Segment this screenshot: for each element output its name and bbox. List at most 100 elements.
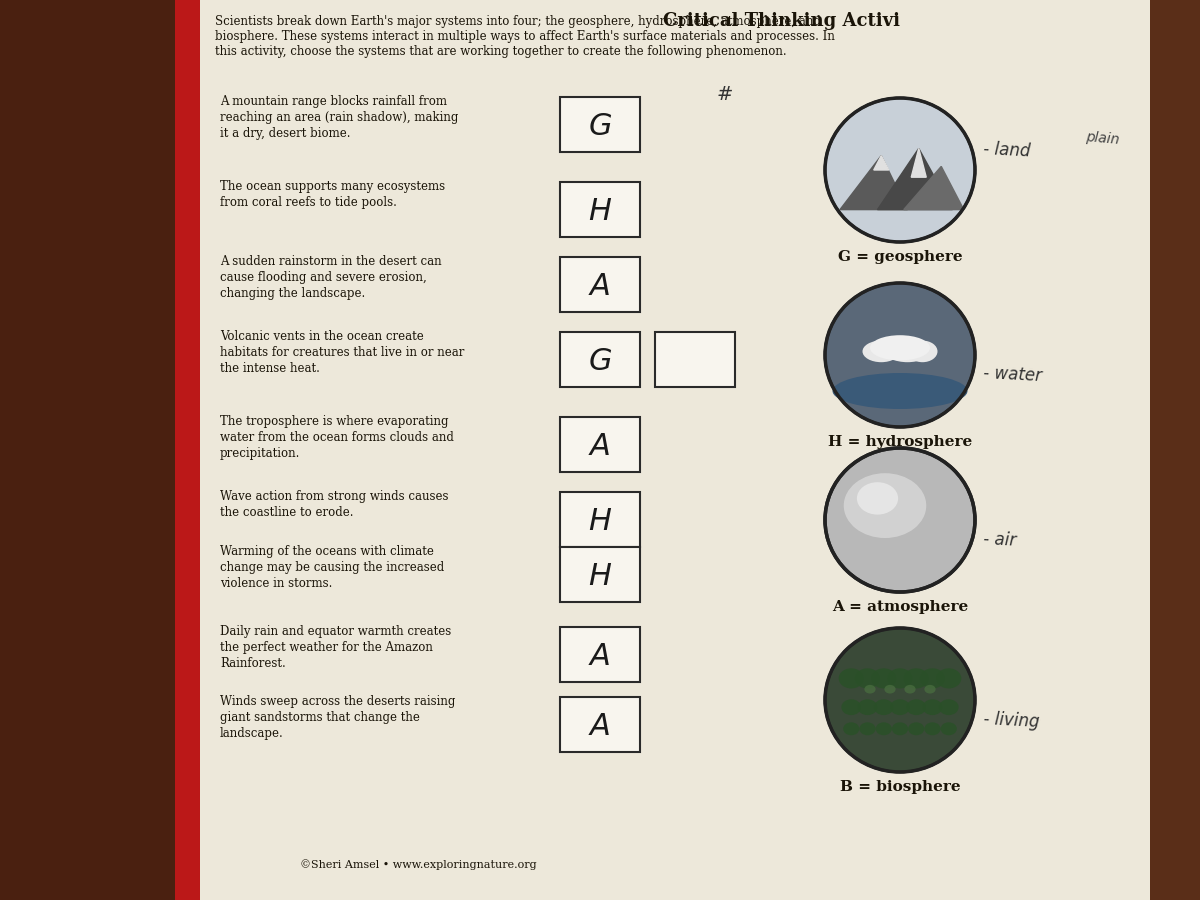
- Ellipse shape: [938, 699, 959, 716]
- Text: A: A: [589, 432, 611, 461]
- Ellipse shape: [906, 699, 926, 716]
- Text: H: H: [588, 507, 612, 536]
- Text: The troposphere is where evaporating: The troposphere is where evaporating: [220, 415, 449, 428]
- Ellipse shape: [859, 723, 876, 735]
- Text: Warming of the oceans with climate: Warming of the oceans with climate: [220, 545, 434, 558]
- Ellipse shape: [839, 669, 864, 689]
- Text: water from the ocean forms clouds and: water from the ocean forms clouds and: [220, 431, 454, 444]
- Bar: [560, 97, 640, 152]
- Ellipse shape: [924, 685, 936, 694]
- Bar: [560, 627, 640, 682]
- Text: #: #: [716, 85, 733, 104]
- Text: A: A: [589, 712, 611, 741]
- Polygon shape: [877, 148, 953, 210]
- Text: precipitation.: precipitation.: [220, 447, 300, 460]
- Ellipse shape: [907, 340, 937, 362]
- Ellipse shape: [841, 699, 862, 716]
- Text: reaching an area (rain shadow), making: reaching an area (rain shadow), making: [220, 111, 458, 124]
- Text: this activity, choose the systems that are working together to create the follow: this activity, choose the systems that a…: [215, 45, 787, 58]
- Ellipse shape: [884, 685, 895, 694]
- Ellipse shape: [826, 628, 974, 772]
- Ellipse shape: [920, 669, 946, 689]
- Ellipse shape: [874, 699, 894, 716]
- Text: H: H: [588, 562, 612, 591]
- Text: Rainforest.: Rainforest.: [220, 657, 286, 670]
- Text: giant sandstorms that change the: giant sandstorms that change the: [220, 711, 420, 724]
- Text: Wave action from strong winds causes: Wave action from strong winds causes: [220, 490, 449, 503]
- Text: H = hydrosphere: H = hydrosphere: [828, 435, 972, 449]
- Ellipse shape: [854, 669, 880, 689]
- Ellipse shape: [924, 723, 941, 735]
- Ellipse shape: [892, 723, 908, 735]
- Ellipse shape: [870, 335, 930, 360]
- Ellipse shape: [876, 723, 892, 735]
- Text: cause flooding and severe erosion,: cause flooding and severe erosion,: [220, 271, 427, 284]
- Ellipse shape: [857, 482, 898, 515]
- Ellipse shape: [888, 669, 913, 689]
- Bar: [560, 182, 640, 237]
- Text: - living: - living: [983, 709, 1040, 731]
- Text: Volcanic vents in the ocean create: Volcanic vents in the ocean create: [220, 330, 424, 343]
- Text: - land: - land: [983, 140, 1031, 160]
- Ellipse shape: [908, 723, 924, 735]
- Text: changing the landscape.: changing the landscape.: [220, 287, 365, 300]
- Bar: [560, 697, 640, 752]
- Bar: [560, 332, 640, 387]
- Polygon shape: [840, 156, 907, 210]
- Ellipse shape: [890, 699, 910, 716]
- Text: G: G: [588, 347, 612, 376]
- Polygon shape: [904, 166, 964, 210]
- Text: The ocean supports many ecosystems: The ocean supports many ecosystems: [220, 180, 445, 193]
- Ellipse shape: [886, 340, 930, 362]
- Text: A sudden rainstorm in the desert can: A sudden rainstorm in the desert can: [220, 255, 442, 268]
- Ellipse shape: [864, 685, 876, 694]
- Ellipse shape: [941, 723, 956, 735]
- Text: A: A: [589, 642, 611, 671]
- Text: biosphere. These systems interact in multiple ways to affect Earth's surface mat: biosphere. These systems interact in mul…: [215, 30, 835, 43]
- Ellipse shape: [905, 685, 916, 694]
- Text: the perfect weather for the Amazon: the perfect weather for the Amazon: [220, 641, 433, 654]
- Polygon shape: [874, 156, 889, 170]
- Text: ©Sheri Amsel • www.exploringnature.org: ©Sheri Amsel • www.exploringnature.org: [300, 860, 536, 870]
- Text: landscape.: landscape.: [220, 727, 283, 740]
- Bar: [200, 0, 1150, 900]
- Text: A = atmosphere: A = atmosphere: [832, 600, 968, 614]
- Ellipse shape: [844, 723, 859, 735]
- Text: it a dry, desert biome.: it a dry, desert biome.: [220, 127, 350, 140]
- Ellipse shape: [858, 699, 877, 716]
- Text: - water: - water: [983, 364, 1043, 385]
- Bar: [655, 332, 734, 387]
- Bar: [200, 0, 1150, 900]
- Text: the intense heat.: the intense heat.: [220, 362, 320, 375]
- Text: G = geosphere: G = geosphere: [838, 250, 962, 264]
- Bar: [175, 0, 203, 900]
- Text: habitats for creatures that live in or near: habitats for creatures that live in or n…: [220, 346, 464, 359]
- Text: G: G: [588, 112, 612, 141]
- Ellipse shape: [863, 340, 900, 362]
- Text: plain: plain: [1085, 130, 1120, 147]
- Ellipse shape: [871, 669, 896, 689]
- Ellipse shape: [904, 669, 929, 689]
- Ellipse shape: [923, 699, 942, 716]
- Bar: [0, 0, 180, 900]
- Bar: [560, 492, 640, 547]
- Polygon shape: [911, 148, 926, 177]
- Ellipse shape: [826, 448, 974, 592]
- Text: H: H: [588, 197, 612, 226]
- Text: A: A: [589, 272, 611, 301]
- Text: A mountain range blocks rainfall from: A mountain range blocks rainfall from: [220, 95, 446, 108]
- Ellipse shape: [826, 98, 974, 242]
- Text: Daily rain and equator warmth creates: Daily rain and equator warmth creates: [220, 625, 451, 638]
- Text: Critical Thinking Activi: Critical Thinking Activi: [662, 12, 900, 30]
- Text: violence in storms.: violence in storms.: [220, 577, 332, 590]
- Bar: [560, 257, 640, 312]
- Bar: [560, 417, 640, 472]
- Ellipse shape: [833, 373, 967, 409]
- Text: from coral reefs to tide pools.: from coral reefs to tide pools.: [220, 196, 397, 209]
- Text: Winds sweep across the deserts raising: Winds sweep across the deserts raising: [220, 695, 455, 708]
- Text: the coastline to erode.: the coastline to erode.: [220, 506, 354, 519]
- Text: Scientists break down Earth's major systems into four; the geosphere, hydrospher: Scientists break down Earth's major syst…: [215, 15, 821, 28]
- Text: B = biosphere: B = biosphere: [840, 780, 960, 794]
- Ellipse shape: [936, 669, 961, 689]
- Text: change may be causing the increased: change may be causing the increased: [220, 561, 444, 574]
